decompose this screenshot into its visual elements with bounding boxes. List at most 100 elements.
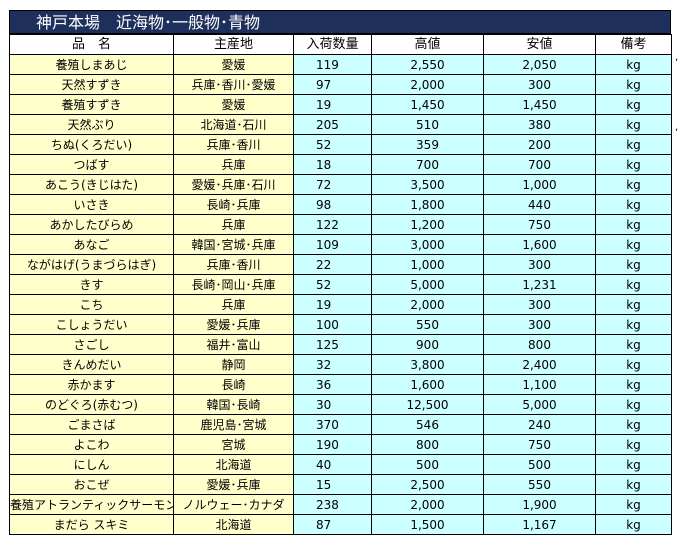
margin-mark: , [675, 122, 679, 133]
low-price-cell: 240 [483, 414, 596, 435]
high-price-cell: 700 [371, 154, 484, 175]
margin-mark: , [675, 52, 679, 63]
table-row: こしょうだい 愛媛･兵庫 100 550 300 kg [9, 314, 672, 335]
quantity-cell: 52 [293, 274, 372, 295]
quantity-cell: 98 [293, 194, 372, 215]
high-price-cell: 2,000 [371, 294, 484, 315]
unit-cell: kg [595, 214, 672, 235]
quantity-cell: 52 [293, 134, 372, 155]
unit-cell: kg [595, 274, 672, 295]
origin-cell: 長崎･岡山･兵庫 [173, 274, 294, 295]
quantity-cell: 30 [293, 394, 372, 415]
fish-name-cell: こしょうだい [9, 314, 174, 335]
unit-cell: kg [595, 254, 672, 275]
origin-cell: 愛媛 [173, 54, 294, 75]
fish-name-cell: おこぜ [9, 474, 174, 495]
origin-cell: 愛媛･兵庫 [173, 314, 294, 335]
table-row: のどぐろ(赤むつ) 韓国･長崎 30 12,500 5,000 kg [9, 394, 672, 415]
unit-cell: kg [595, 294, 672, 315]
table-row: きんめだい 静岡 32 3,800 2,400 kg [9, 354, 672, 375]
high-price-cell: 2,500 [371, 474, 484, 495]
origin-cell: 兵庫 [173, 154, 294, 175]
quantity-cell: 190 [293, 434, 372, 455]
origin-cell: 静岡 [173, 354, 294, 375]
table-row: あかしたびらめ 兵庫 122 1,200 750 kg [9, 214, 672, 235]
fish-name-cell: 天然すずき [9, 74, 174, 95]
table-row: 赤かます 長崎 36 1,600 1,100 kg [9, 374, 672, 395]
low-price-cell: 1,000 [483, 174, 596, 195]
low-price-cell: 5,000 [483, 394, 596, 415]
table-row: つばす 兵庫 18 700 700 kg [9, 154, 672, 175]
high-price-cell: 1,200 [371, 214, 484, 235]
unit-cell: kg [595, 314, 672, 335]
high-price-cell: 900 [371, 334, 484, 355]
quantity-cell: 205 [293, 114, 372, 135]
origin-cell: 兵庫 [173, 214, 294, 235]
fish-name-cell: 養殖アトランティックサーモン [9, 494, 174, 515]
unit-cell: kg [595, 354, 672, 375]
low-price-cell: 750 [483, 434, 596, 455]
price-table: 品 名 主産地 入荷数量 高値 安値 備考 養殖しまあじ 愛媛 119 2,550 2,… [9, 34, 672, 535]
origin-cell: 韓国･宮城･兵庫 [173, 234, 294, 255]
unit-cell: kg [595, 134, 672, 155]
high-price-cell: 359 [371, 134, 484, 155]
table-row: きす 長崎･岡山･兵庫 52 5,000 1,231 kg [9, 274, 672, 295]
quantity-cell: 72 [293, 174, 372, 195]
quantity-cell: 125 [293, 334, 372, 355]
unit-cell: kg [595, 514, 672, 535]
unit-cell: kg [595, 434, 672, 455]
high-price-cell: 12,500 [371, 394, 484, 415]
high-price-cell: 1,500 [371, 514, 484, 535]
unit-cell: kg [595, 194, 672, 215]
unit-cell: kg [595, 74, 672, 95]
quantity-cell: 40 [293, 454, 372, 475]
quantity-cell: 87 [293, 514, 372, 535]
fish-name-cell: きんめだい [9, 354, 174, 375]
table-row: 養殖しまあじ 愛媛 119 2,550 2,050 kg [9, 54, 672, 75]
unit-cell: kg [595, 394, 672, 415]
quantity-cell: 119 [293, 54, 372, 75]
unit-cell: kg [595, 474, 672, 495]
fish-name-cell: きす [9, 274, 174, 295]
origin-cell: 長崎･兵庫 [173, 194, 294, 215]
quantity-cell: 97 [293, 74, 372, 95]
low-price-cell: 500 [483, 454, 596, 475]
low-price-cell: 1,100 [483, 374, 596, 395]
fish-name-cell: ごまさば [9, 414, 174, 435]
table-row: 養殖アトランティックサーモン ノルウェー･カナダ 238 2,000 1,900 kg [9, 494, 672, 515]
low-price-cell: 200 [483, 134, 596, 155]
unit-cell: kg [595, 154, 672, 175]
origin-cell: ノルウェー･カナダ [173, 494, 294, 515]
header-origin: 主産地 [173, 34, 294, 55]
low-price-cell: 1,167 [483, 514, 596, 535]
high-price-cell: 546 [371, 414, 484, 435]
origin-cell: 愛媛･兵庫 [173, 474, 294, 495]
origin-cell: 愛媛 [173, 94, 294, 115]
table-row: ちぬ(くろだい) 兵庫･香川 52 359 200 kg [9, 134, 672, 155]
low-price-cell: 1,450 [483, 94, 596, 115]
high-price-cell: 3,500 [371, 174, 484, 195]
quantity-cell: 15 [293, 474, 372, 495]
high-price-cell: 3,800 [371, 354, 484, 375]
high-price-cell: 500 [371, 454, 484, 475]
high-price-cell: 2,550 [371, 54, 484, 75]
origin-cell: 鹿児島･宮城 [173, 414, 294, 435]
table-row: さごし 福井･富山 125 900 800 kg [9, 334, 672, 355]
origin-cell: 韓国･長崎 [173, 394, 294, 415]
header-low-price: 安値 [483, 34, 596, 55]
low-price-cell: 1,900 [483, 494, 596, 515]
origin-cell: 宮城 [173, 434, 294, 455]
quantity-cell: 32 [293, 354, 372, 375]
low-price-cell: 380 [483, 114, 596, 135]
fish-name-cell: あなご [9, 234, 174, 255]
unit-cell: kg [595, 454, 672, 475]
origin-cell: 兵庫 [173, 294, 294, 315]
table-row: 養殖すずき 愛媛 19 1,450 1,450 kg [9, 94, 672, 115]
quantity-cell: 19 [293, 94, 372, 115]
table-row: あなご 韓国･宮城･兵庫 109 3,000 1,600 kg [9, 234, 672, 255]
origin-cell: 福井･富山 [173, 334, 294, 355]
low-price-cell: 750 [483, 214, 596, 235]
low-price-cell: 2,050 [483, 54, 596, 75]
low-price-cell: 300 [483, 74, 596, 95]
high-price-cell: 800 [371, 434, 484, 455]
